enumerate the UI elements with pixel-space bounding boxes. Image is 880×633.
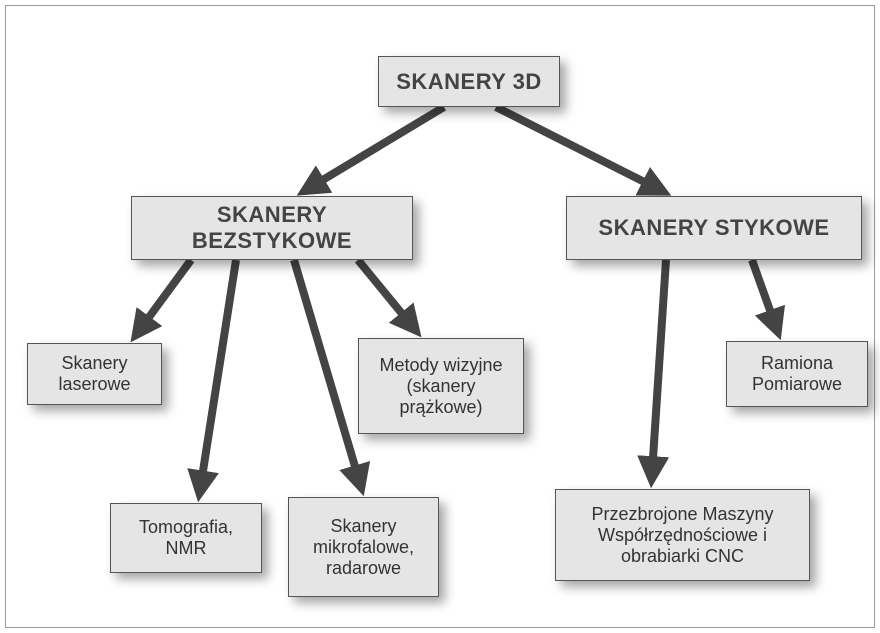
edge-3 [200,260,236,490]
edge-2 [138,260,191,333]
node-label: SKANERY STYKOWE [598,215,829,241]
node-bezstykowe: SKANERY BEZSTYKOWE [131,196,413,260]
node-label: Ramiona Pomiarowe [737,353,857,395]
edge-0 [307,107,444,189]
node-stykowe: SKANERY STYKOWE [566,196,862,260]
node-wizyjne: Metody wizyjne (skanery prążkowe) [358,338,524,434]
node-ramiona: Ramiona Pomiarowe [726,341,868,407]
node-label: Skanery mikrofalowe, radarowe [299,516,428,579]
node-label: SKANERY 3D [396,69,542,95]
node-label: Skanery laserowe [38,353,151,395]
edge-7 [752,260,777,329]
diagram-canvas: SKANERY 3D SKANERY BEZSTYKOWE SKANERY STYK… [5,5,875,628]
node-label: SKANERY BEZSTYKOWE [142,202,402,254]
node-mikrofalowe: Skanery mikrofalowe, radarowe [288,497,439,597]
node-label: Metody wizyjne (skanery prążkowe) [369,355,513,418]
edge-6 [652,260,666,476]
node-label: Przezbrojone Maszyny Współrzędnościowe i… [566,504,799,567]
node-laserowe: Skanery laserowe [27,343,162,405]
edge-1 [496,107,661,190]
node-root: SKANERY 3D [378,56,560,107]
node-tomografia: Tomografia, NMR [110,503,262,573]
node-maszyny: Przezbrojone Maszyny Współrzędnościowe i… [555,489,810,581]
edge-5 [358,260,414,328]
node-label: Tomografia, NMR [121,517,251,559]
edge-4 [294,260,360,485]
